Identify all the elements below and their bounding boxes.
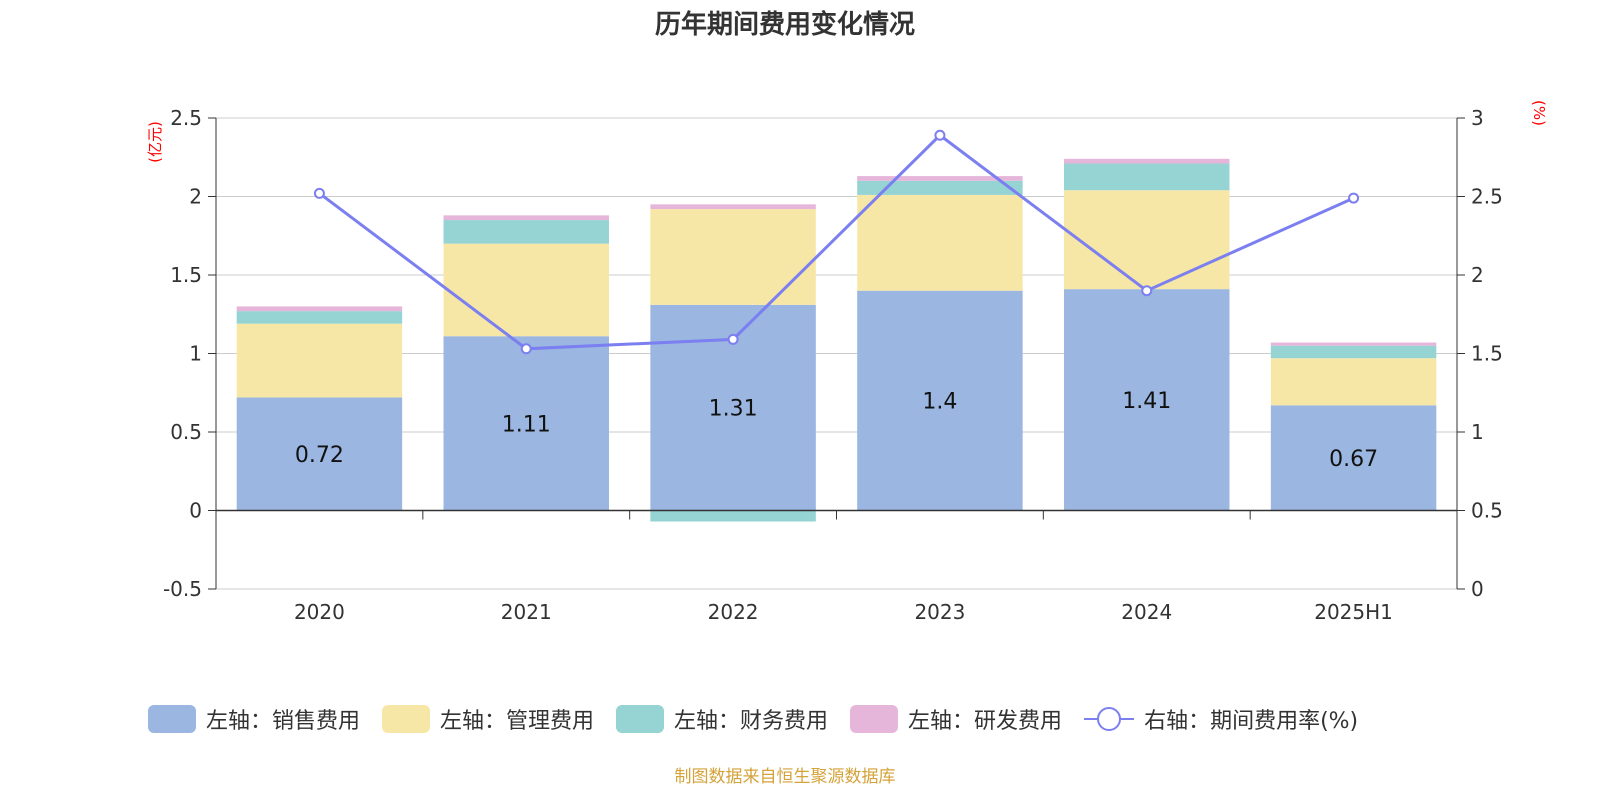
category-label: 2022	[708, 600, 759, 624]
bar-segment	[236, 311, 403, 324]
bar-segment	[857, 180, 1023, 195]
data-label: 0.67	[1329, 447, 1378, 472]
rate-point	[727, 333, 739, 345]
bar-segment	[857, 194, 1023, 291]
bar-segment	[236, 306, 403, 312]
data-label: 1.31	[709, 397, 758, 422]
right-tick-label: 0	[1471, 577, 1484, 601]
bar-segment	[650, 510, 816, 522]
rate-line-path	[318, 133, 1355, 351]
bar-segment	[650, 204, 816, 210]
bar-segment	[1064, 158, 1230, 164]
legend-item[interactable]: 左轴：管理费用	[382, 703, 594, 735]
rate-point	[313, 187, 325, 199]
right-tick-label: 3	[1471, 106, 1484, 130]
right-tick-label: 2	[1471, 263, 1484, 287]
bar-segment	[1064, 163, 1230, 191]
bar-segment	[236, 397, 403, 511]
legend-color-swatch	[148, 705, 196, 733]
rate-line	[313, 129, 1360, 355]
legend-label: 左轴：研发费用	[908, 709, 1063, 734]
legend-item[interactable]: 右轴：期间费用率(%)	[1084, 703, 1358, 735]
bar-segment	[1064, 289, 1230, 511]
left-tick-label: 2	[189, 185, 202, 209]
data-label: 0.72	[295, 443, 344, 468]
rate-point	[1348, 192, 1360, 204]
bar-segment	[1270, 405, 1437, 511]
data-labels: 0.72 1.11 1.31 1.4 1.41 0.67	[295, 389, 1378, 472]
right-tick-label: 1	[1471, 420, 1484, 444]
data-label: 1.41	[1122, 389, 1171, 414]
data-label: 1.4	[922, 390, 957, 415]
axes: -0.5 0 0.5 1 1.5 2 2.5 0 0.5 1 1.5 2 2.5 3 2020 2021 202…	[163, 106, 1503, 624]
bar-segment	[1270, 345, 1437, 359]
right-axis-unit: (%)	[1530, 100, 1548, 126]
category-label: 2023	[914, 600, 965, 624]
legend-item[interactable]: 左轴：销售费用	[148, 703, 360, 735]
left-axis-unit: (亿元)	[146, 121, 164, 163]
right-tick-label: 0.5	[1471, 499, 1503, 523]
left-tick-label: 2.5	[170, 106, 202, 130]
bar-segment	[443, 336, 609, 511]
legend-label: 左轴：销售费用	[206, 709, 361, 734]
left-tick-label: 1	[189, 342, 202, 366]
right-tick-label: 1.5	[1471, 342, 1503, 366]
left-tick-label: 1.5	[170, 263, 202, 287]
legend-color-swatch	[616, 705, 665, 733]
source-note: 制图数据来自恒生聚源数据库	[674, 767, 896, 787]
data-label: 1.11	[502, 412, 551, 437]
category-label: 2020	[294, 600, 345, 624]
legend-label: 右轴：期间费用率(%)	[1144, 709, 1359, 734]
bar-segment	[650, 209, 816, 305]
legend-label: 左轴：管理费用	[440, 709, 595, 734]
rate-point	[934, 129, 946, 141]
bar-segment	[443, 243, 609, 337]
chart-title: 历年期间费用变化情况	[654, 10, 915, 40]
legend-label: 左轴：财务费用	[674, 709, 829, 734]
rate-point	[1141, 285, 1153, 297]
bar-segment	[857, 176, 1023, 181]
bar-segment	[1064, 190, 1230, 290]
left-tick-label: -0.5	[163, 577, 202, 601]
legend-item[interactable]: 左轴：财务费用	[616, 703, 828, 735]
legend: 左轴：销售费用 左轴：管理费用 左轴：财务费用 左轴：研发费用 右轴：期间费用率(%)	[148, 703, 1380, 735]
category-label: 2021	[501, 600, 552, 624]
category-label: 2024	[1121, 600, 1172, 624]
bar-segment	[443, 220, 609, 244]
bar-segment	[236, 323, 403, 398]
legend-color-swatch	[382, 705, 431, 733]
bar-segment	[443, 215, 609, 221]
category-label: 2025H1	[1314, 600, 1393, 624]
legend-color-swatch	[850, 705, 899, 733]
rate-point	[520, 343, 532, 355]
grid-lines	[216, 117, 1457, 590]
legend-line-marker-icon	[1084, 705, 1135, 733]
bar-segment	[857, 290, 1023, 511]
left-tick-label: 0	[189, 499, 202, 523]
bar-segment	[1270, 342, 1437, 346]
right-tick-label: 2.5	[1471, 185, 1503, 209]
bars	[236, 158, 1437, 522]
legend-item[interactable]: 左轴：研发费用	[850, 703, 1062, 735]
left-tick-label: 0.5	[170, 420, 202, 444]
bar-segment	[1270, 358, 1437, 406]
